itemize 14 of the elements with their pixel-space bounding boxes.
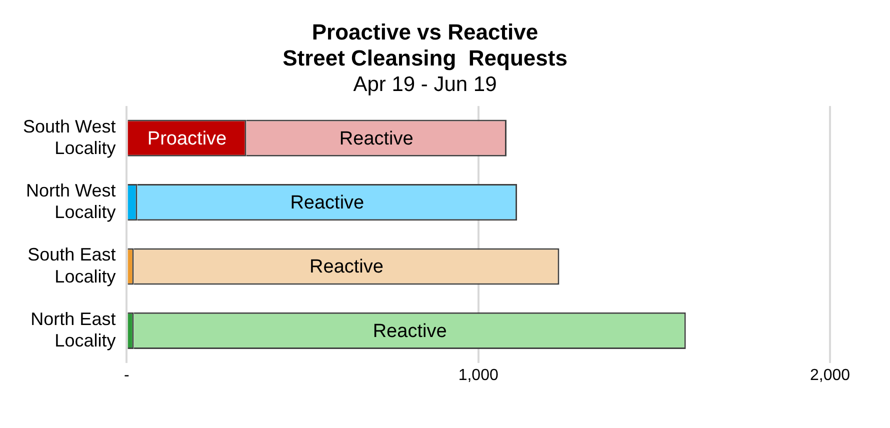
chart-subtitle: Apr 19 - Jun 19 bbox=[353, 73, 497, 96]
x-tick-label: - bbox=[124, 366, 130, 384]
text: Reactive bbox=[372, 320, 447, 342]
series-label: Reactive bbox=[339, 128, 414, 150]
y-tick-label: North East Locality bbox=[30, 308, 116, 350]
x-tick-label: 2,000 bbox=[810, 366, 850, 384]
y-tick-label: South East Locality bbox=[28, 244, 116, 286]
x-tick-label: 1,000 bbox=[458, 366, 498, 384]
y-tick-label: North West Locality bbox=[26, 180, 116, 222]
chart-title: Proactive vs Reactive Street Cleansing Requests bbox=[282, 19, 568, 71]
y-tick-label: South West Locality bbox=[22, 116, 116, 158]
text: Reactive bbox=[290, 192, 364, 214]
text: Reactive bbox=[310, 256, 384, 278]
series-label: Proactive bbox=[147, 128, 227, 150]
